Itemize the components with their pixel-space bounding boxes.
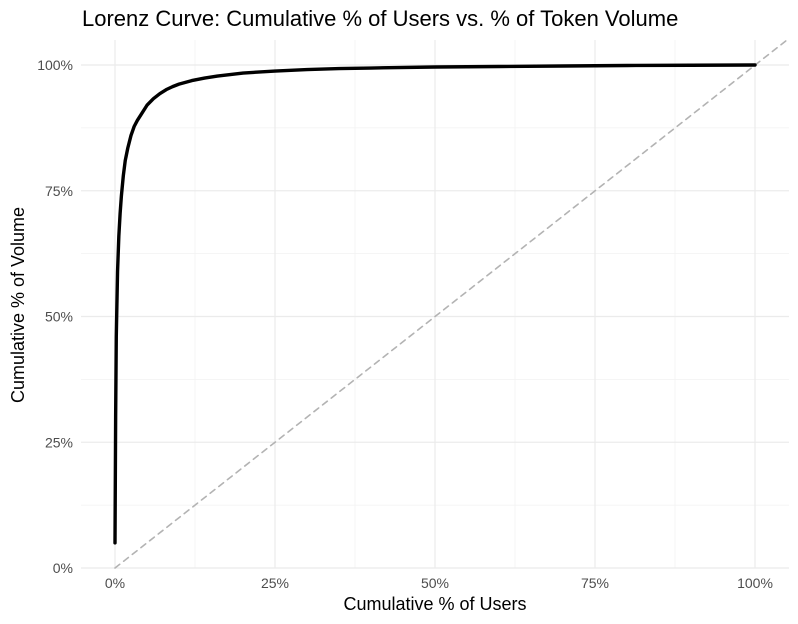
major-gridlines bbox=[81, 40, 789, 569]
x-tick-label: 0% bbox=[105, 575, 125, 591]
x-tick-label: 25% bbox=[261, 575, 289, 591]
y-axis-ticks: 0% 25% 50% 75% 100% bbox=[37, 57, 73, 576]
x-axis-ticks: 0% 25% 50% 75% 100% bbox=[105, 575, 773, 591]
series-layer bbox=[113, 39, 788, 569]
y-axis-title: Cumulative % of Volume bbox=[8, 207, 28, 403]
lorenz-curve-line bbox=[113, 63, 757, 545]
chart-title: Lorenz Curve: Cumulative % of Users vs. … bbox=[82, 6, 678, 31]
y-tick-label: 25% bbox=[45, 434, 73, 450]
y-tick-label: 0% bbox=[53, 560, 73, 576]
y-tick-label: 100% bbox=[37, 57, 73, 73]
y-tick-label: 75% bbox=[45, 183, 73, 199]
x-tick-label: 50% bbox=[421, 575, 449, 591]
equality-line bbox=[114, 39, 788, 569]
y-tick-label: 50% bbox=[45, 309, 73, 325]
x-tick-label: 100% bbox=[737, 575, 773, 591]
x-tick-label: 75% bbox=[581, 575, 609, 591]
x-axis-title: Cumulative % of Users bbox=[343, 594, 526, 614]
